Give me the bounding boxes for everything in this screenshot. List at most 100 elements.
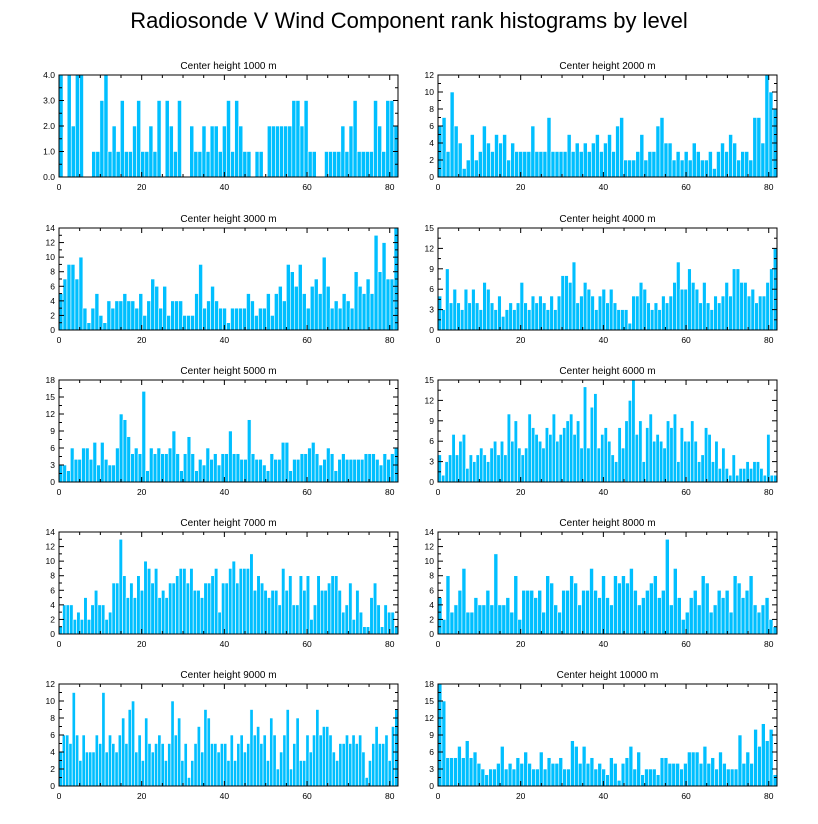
histogram-bar <box>745 751 751 787</box>
histogram-bar <box>683 440 688 483</box>
histogram-bar <box>757 746 762 787</box>
y-tick-label: 6 <box>429 585 434 595</box>
histogram-bar <box>349 307 355 331</box>
histogram-bar <box>479 447 484 483</box>
x-tick-label: 60 <box>302 487 312 497</box>
histogram-bar <box>620 763 626 787</box>
histogram-bar <box>384 734 389 787</box>
histogram-bar <box>130 300 136 331</box>
y-tick-label: 3 <box>429 305 434 315</box>
panel-title: Center height 1000 m <box>180 61 276 72</box>
histogram-bar <box>480 768 486 787</box>
y-tick-label: 6 <box>429 436 434 446</box>
histogram-bar <box>144 717 149 787</box>
histogram-bar <box>441 700 447 787</box>
histogram-bar <box>128 151 133 178</box>
histogram-bar <box>731 268 737 331</box>
y-tick-label: 4 <box>429 600 434 610</box>
y-tick-label: 12 <box>46 542 56 552</box>
histogram-bar <box>328 734 333 787</box>
y-tick-label: 4.0 <box>43 70 55 80</box>
histogram-bar <box>390 611 395 635</box>
y-tick-label: 6 <box>50 281 55 291</box>
histogram-bar <box>582 142 588 178</box>
histogram-bar <box>340 125 346 178</box>
histogram-bar <box>331 751 336 787</box>
histogram-bar <box>641 597 646 635</box>
histogram-bar <box>533 597 539 635</box>
histogram-bar <box>76 611 81 635</box>
x-tick-label: 80 <box>764 791 774 801</box>
histogram-bar <box>605 302 610 331</box>
histogram-bar <box>445 151 451 178</box>
x-tick-label: 20 <box>137 791 147 801</box>
histogram-bar <box>210 575 215 635</box>
histogram-bar <box>710 757 715 787</box>
histogram-bar <box>683 288 688 331</box>
histogram-bar <box>510 440 515 483</box>
histogram-bar <box>66 74 72 178</box>
histogram-bar <box>603 427 608 483</box>
histogram-bar <box>371 743 376 787</box>
histogram-bar <box>756 611 762 635</box>
histogram-bar <box>683 763 688 787</box>
histogram-bar <box>752 461 757 483</box>
histogram-bar <box>301 293 307 331</box>
histogram-bar <box>104 619 109 635</box>
histogram-bar <box>198 459 203 483</box>
histogram-panel: Center height 7000 m 0 2 4 6 8 10 12 14 0 20 40 60 80 <box>46 518 399 649</box>
histogram-bar <box>98 315 104 331</box>
x-tick-label: 40 <box>220 639 230 649</box>
histogram-bar <box>124 743 129 787</box>
histogram-bar <box>198 264 203 331</box>
histogram-bar <box>226 100 231 178</box>
histogram-bar <box>91 751 96 787</box>
histogram-bar <box>101 604 106 635</box>
histogram-bar <box>737 734 743 787</box>
histogram-bar <box>177 717 182 787</box>
panel-title: Center height 5000 m <box>180 366 276 377</box>
histogram-bar <box>560 275 565 331</box>
histogram-bar <box>535 768 540 787</box>
histogram-bar <box>389 100 395 178</box>
histogram-bar <box>164 453 169 483</box>
histogram-bar <box>160 453 165 483</box>
histogram-bar <box>292 459 297 483</box>
histogram-bar <box>600 434 605 483</box>
histogram-bar <box>672 282 677 331</box>
histogram-panel: Center height 1000 m 0.0 1.0 2.0 3.0 4.0 0 20 40… <box>43 61 399 192</box>
histogram-bar <box>621 575 626 635</box>
histogram-bar <box>170 300 175 331</box>
histogram-bar <box>669 427 674 483</box>
histogram-bar <box>611 151 616 178</box>
histogram-bar <box>766 434 771 483</box>
histogram-bar <box>173 151 178 178</box>
x-tick-label: 0 <box>57 487 62 497</box>
histogram-bar <box>175 453 180 483</box>
histogram-bar <box>573 582 578 635</box>
histogram-bar <box>541 447 546 483</box>
histogram-bar <box>490 151 495 178</box>
histogram-bar <box>492 768 497 787</box>
panel-title: Center height 8000 m <box>559 518 655 529</box>
x-tick-label: 40 <box>599 639 609 649</box>
histogram-bar <box>234 100 240 178</box>
histogram-bar <box>648 768 653 787</box>
panel-title: Center height 2000 m <box>559 61 655 72</box>
histogram-bar <box>162 285 167 331</box>
histogram-bar <box>284 442 290 483</box>
histogram-bar <box>465 468 470 483</box>
x-tick-label: 40 <box>599 182 609 192</box>
histogram-bar <box>714 440 719 483</box>
histogram-bar <box>569 575 574 635</box>
histogram-bar <box>554 151 560 178</box>
histogram-bar <box>687 751 692 787</box>
histogram-bar <box>297 264 303 331</box>
histogram-bar <box>733 768 739 787</box>
histogram-bar <box>102 322 108 331</box>
histogram-bar <box>157 734 162 787</box>
histogram-bar <box>718 751 723 787</box>
histogram-bar <box>259 582 265 635</box>
y-tick-label: 1.0 <box>43 147 55 157</box>
histogram-bar <box>263 589 268 635</box>
